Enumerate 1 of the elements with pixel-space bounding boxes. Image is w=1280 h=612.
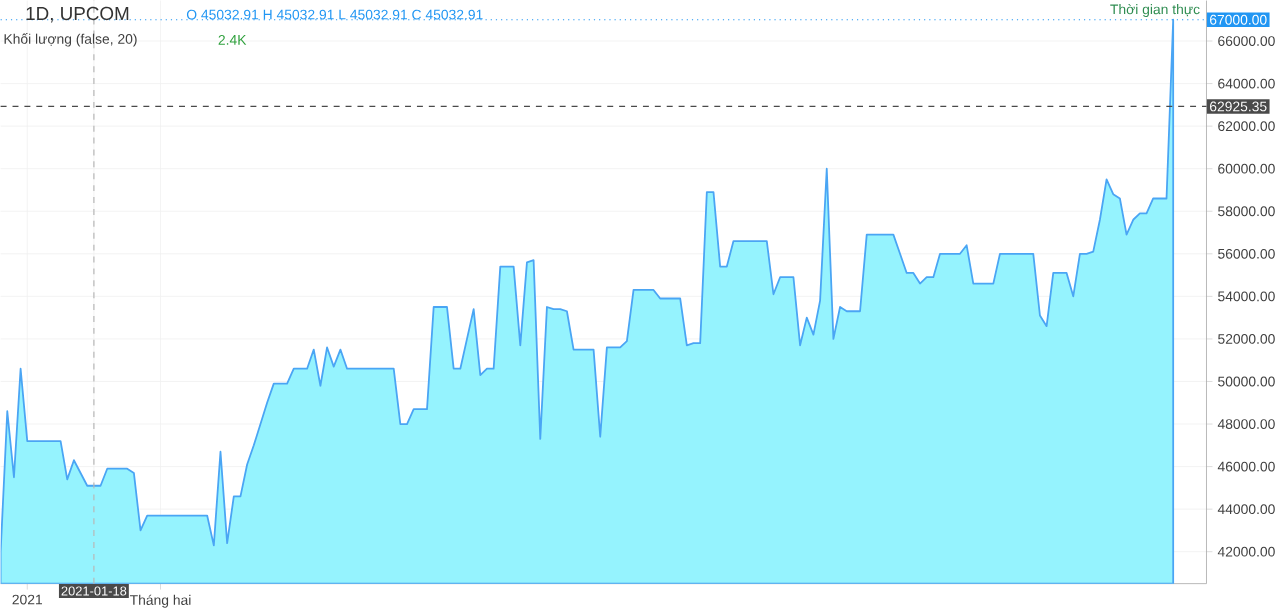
chart-title: 1D, UPCOM: [26, 6, 129, 23]
